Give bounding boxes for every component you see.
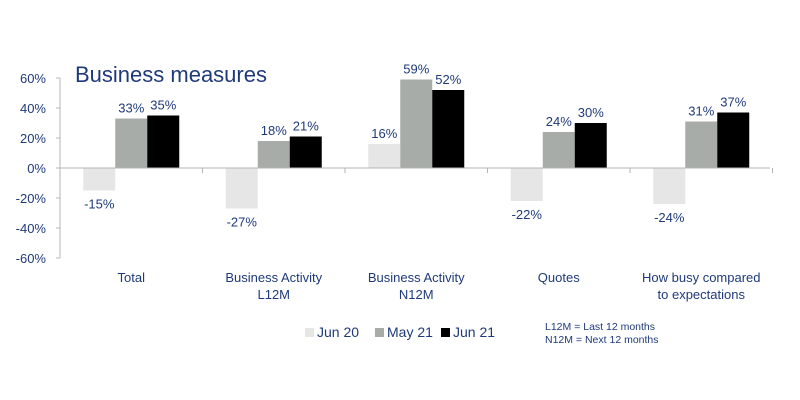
category-label: Business Activity [225, 270, 322, 285]
y-tick-label: 20% [20, 131, 46, 146]
category-label: to expectations [658, 287, 746, 302]
bar [717, 112, 750, 168]
y-tick-label: 0% [27, 161, 46, 176]
bar [289, 136, 322, 168]
legend-label: Jun 20 [317, 324, 359, 340]
data-label: -22% [512, 207, 543, 222]
legend-swatch [441, 328, 450, 337]
bars [83, 79, 750, 209]
legend-swatch [375, 328, 384, 337]
data-label: 35% [150, 98, 176, 113]
y-tick-label: 40% [20, 101, 46, 116]
bar [368, 144, 401, 168]
data-label: 18% [261, 123, 287, 138]
data-label: -27% [227, 215, 258, 230]
bar [432, 90, 465, 168]
category-label: Total [118, 270, 146, 285]
bar [257, 141, 290, 168]
y-axis: -60% -40% -20% 0% 20% 40% 60% [16, 71, 61, 266]
note-l12m: L12M = Last 12 months [545, 321, 655, 333]
bar [225, 168, 258, 209]
y-tick-label: -40% [16, 221, 47, 236]
y-tick-label: 60% [20, 71, 46, 86]
category-label: L12M [257, 287, 290, 302]
bar [542, 132, 575, 168]
bar [83, 168, 116, 191]
category-label: How busy compared [642, 270, 761, 285]
category-labels: Total Business Activity L12M Business Activ… [118, 270, 761, 302]
bar [115, 118, 148, 168]
note-n12m: N12M = Next 12 months [545, 334, 659, 346]
data-label: 52% [435, 72, 461, 87]
legend: Jun 20 May 21 Jun 21 [305, 324, 495, 340]
bar [400, 79, 433, 168]
category-label: Quotes [538, 270, 580, 285]
bar [574, 123, 607, 168]
x-axis [59, 167, 773, 173]
data-label: 16% [371, 126, 397, 141]
legend-label: May 21 [387, 324, 433, 340]
data-label: 24% [546, 114, 572, 129]
bar [653, 168, 686, 204]
data-label: 37% [720, 95, 746, 110]
category-label: Business Activity [368, 270, 465, 285]
data-label: -15% [84, 197, 115, 212]
data-label: 31% [688, 104, 714, 119]
bar [685, 121, 718, 168]
data-labels: -15% 33% 35% -27% 18% 21% 16% 59% 52% -22% 24% 30% -… [84, 62, 747, 230]
legend-label: Jun 21 [453, 324, 495, 340]
bar [510, 168, 543, 201]
notes: L12M = Last 12 months N12M = Next 12 mon… [545, 321, 659, 346]
y-tick-label: -60% [16, 251, 47, 266]
data-label: -24% [654, 210, 685, 225]
bar [147, 115, 180, 168]
y-tick-label: -20% [16, 191, 47, 206]
legend-swatch [305, 328, 314, 337]
data-label: 21% [293, 119, 319, 134]
data-label: 33% [118, 101, 144, 116]
data-label: 59% [403, 62, 429, 77]
category-label: N12M [399, 287, 434, 302]
chart-title: Business measures [75, 62, 267, 87]
data-label: 30% [578, 105, 604, 120]
